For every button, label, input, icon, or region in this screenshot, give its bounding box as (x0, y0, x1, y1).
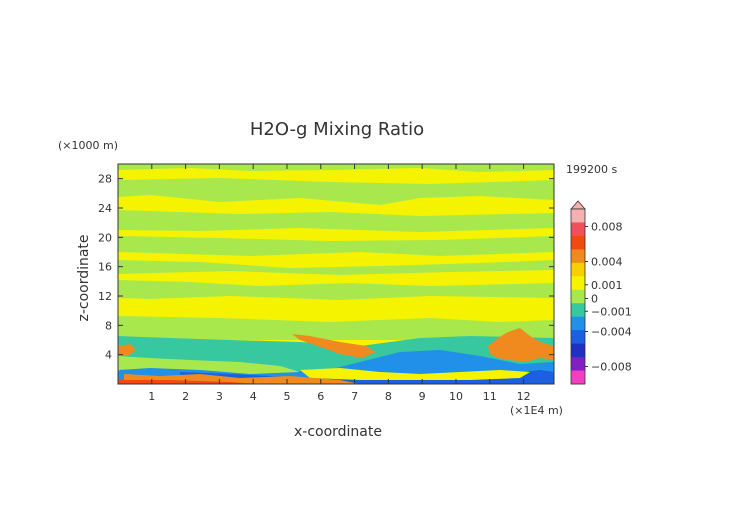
chart-title: H2O-g Mixing Ratio (250, 119, 424, 140)
colorbar-swatch (571, 276, 585, 291)
y-tick-label: 8 (105, 319, 112, 332)
contour-region-orange (488, 328, 554, 362)
x-axis: 1 2 3 4 5 6 7 8 9 10 11 12 (148, 164, 531, 403)
time-label: 199200 s (566, 163, 617, 176)
colorbar-swatch (571, 316, 585, 331)
colorbar-tick-label: −0.004 (591, 326, 632, 339)
plot-frame (117, 163, 555, 385)
x-tick-label: 6 (317, 390, 324, 403)
contour-band (118, 280, 554, 300)
contour-band (118, 178, 554, 205)
x-tick-label: 4 (250, 390, 257, 403)
contour-region-orange (118, 344, 136, 356)
contour-region-yellow-low (300, 368, 530, 380)
y-tick-label: 28 (98, 173, 112, 186)
y-tick-label: 16 (98, 261, 112, 274)
contour-band (118, 210, 554, 232)
x-tick-label: 8 (385, 390, 392, 403)
colorbar-cap (570, 200, 586, 210)
colorbar-swatch (571, 235, 585, 250)
colorbar-tick-label: 0.004 (591, 256, 623, 269)
colorbar-swatch (571, 289, 585, 304)
y-tick-label: 20 (98, 231, 112, 244)
y-axis-label: z-coordinate (76, 234, 92, 321)
contour-band (118, 236, 554, 256)
colorbar-swatch (571, 370, 585, 385)
contour-band (118, 164, 554, 172)
colorbar-swatch (571, 357, 585, 372)
colorbar-swatch (571, 343, 585, 358)
y-axis: 4 8 12 16 20 24 28 (98, 173, 554, 362)
colorbar-swatch (571, 262, 585, 277)
y-tick-label: 4 (105, 349, 112, 362)
colorbar-frame (570, 208, 586, 385)
x-tick-label: 12 (517, 390, 531, 403)
x-tick-label: 1 (148, 390, 155, 403)
x-tick-label: 7 (351, 390, 358, 403)
contour-band (118, 316, 554, 340)
contour-band (118, 260, 554, 275)
colorbar-swatch (571, 209, 585, 223)
colorbar-swatch (571, 249, 585, 264)
contour-region-red (118, 380, 260, 384)
x-tick-label: 9 (419, 390, 426, 403)
y-tick-label: 24 (98, 202, 112, 215)
colorbar-swatch (571, 303, 585, 318)
x-tick-label: 11 (483, 390, 497, 403)
contour-region-green-low (118, 356, 300, 374)
x-tick-label: 3 (216, 390, 223, 403)
colorbar-swatch (571, 330, 585, 345)
colorbar-tick-label: 0.001 (591, 279, 623, 292)
colorbar-swatch (571, 222, 585, 237)
x-tick-label: 10 (449, 390, 463, 403)
y-unit-label: (×1000 m) (58, 139, 118, 152)
contour-region-orange (292, 334, 376, 358)
y-tick-label: 12 (98, 290, 112, 303)
x-tick-label: 5 (283, 390, 290, 403)
colorbar-tick-label: 0 (591, 293, 598, 306)
colorbar-tick-label: −0.008 (591, 361, 632, 374)
colorbar-tick-label: −0.001 (591, 305, 632, 318)
contour-field (118, 164, 554, 384)
colorbar-tick-label: 0.008 (591, 221, 623, 234)
x-unit-label: (×1E4 m) (510, 404, 563, 417)
x-tick-label: 2 (182, 390, 189, 403)
x-axis-label: x-coordinate (294, 424, 382, 440)
